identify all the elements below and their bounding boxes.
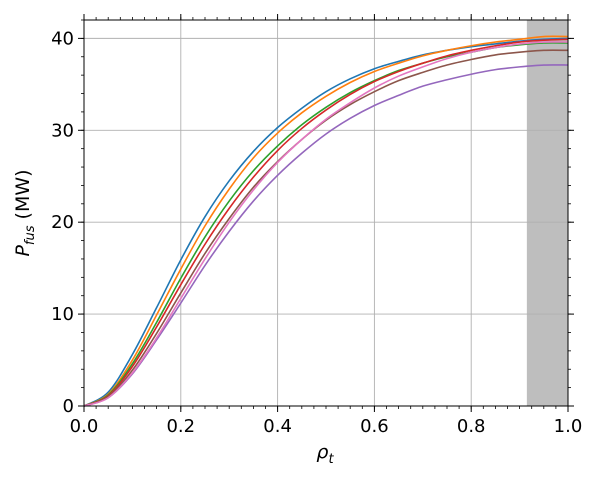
series-layer: [83, 35, 569, 407]
series-line-4: [83, 38, 569, 407]
x-tick-label: 0.0: [70, 416, 99, 437]
series-line-7: [83, 41, 569, 407]
shaded-region-layer: [526, 20, 568, 406]
ticks-layer: [78, 14, 574, 412]
plot-background: [84, 20, 568, 406]
x-tick-label: 1.0: [554, 416, 583, 437]
series-line-5: [83, 64, 569, 407]
x-tick-label: 0.6: [360, 416, 389, 437]
x-tick-label: 0.2: [166, 416, 195, 437]
y-tick-label: 10: [51, 304, 74, 325]
series-line-2: [83, 35, 569, 407]
y-axis-label: Pfus (MW): [12, 169, 38, 256]
shaded-region: [526, 20, 568, 406]
y-tick-label: 20: [51, 212, 74, 233]
y-tick-label: 40: [51, 28, 74, 49]
series-line-1: [83, 37, 569, 407]
tick-labels-layer: 0.0 0.2 0.4 0.6 0.8 1.0 0 10 20 30 40: [51, 28, 582, 437]
x-tick-label: 0.8: [457, 416, 486, 437]
x-axis-label: ρt: [316, 441, 334, 467]
plot-area: [84, 20, 568, 406]
y-tick-label: 0: [63, 396, 74, 417]
y-tick-label: 30: [51, 120, 74, 141]
x-tick-label: 0.4: [263, 416, 292, 437]
